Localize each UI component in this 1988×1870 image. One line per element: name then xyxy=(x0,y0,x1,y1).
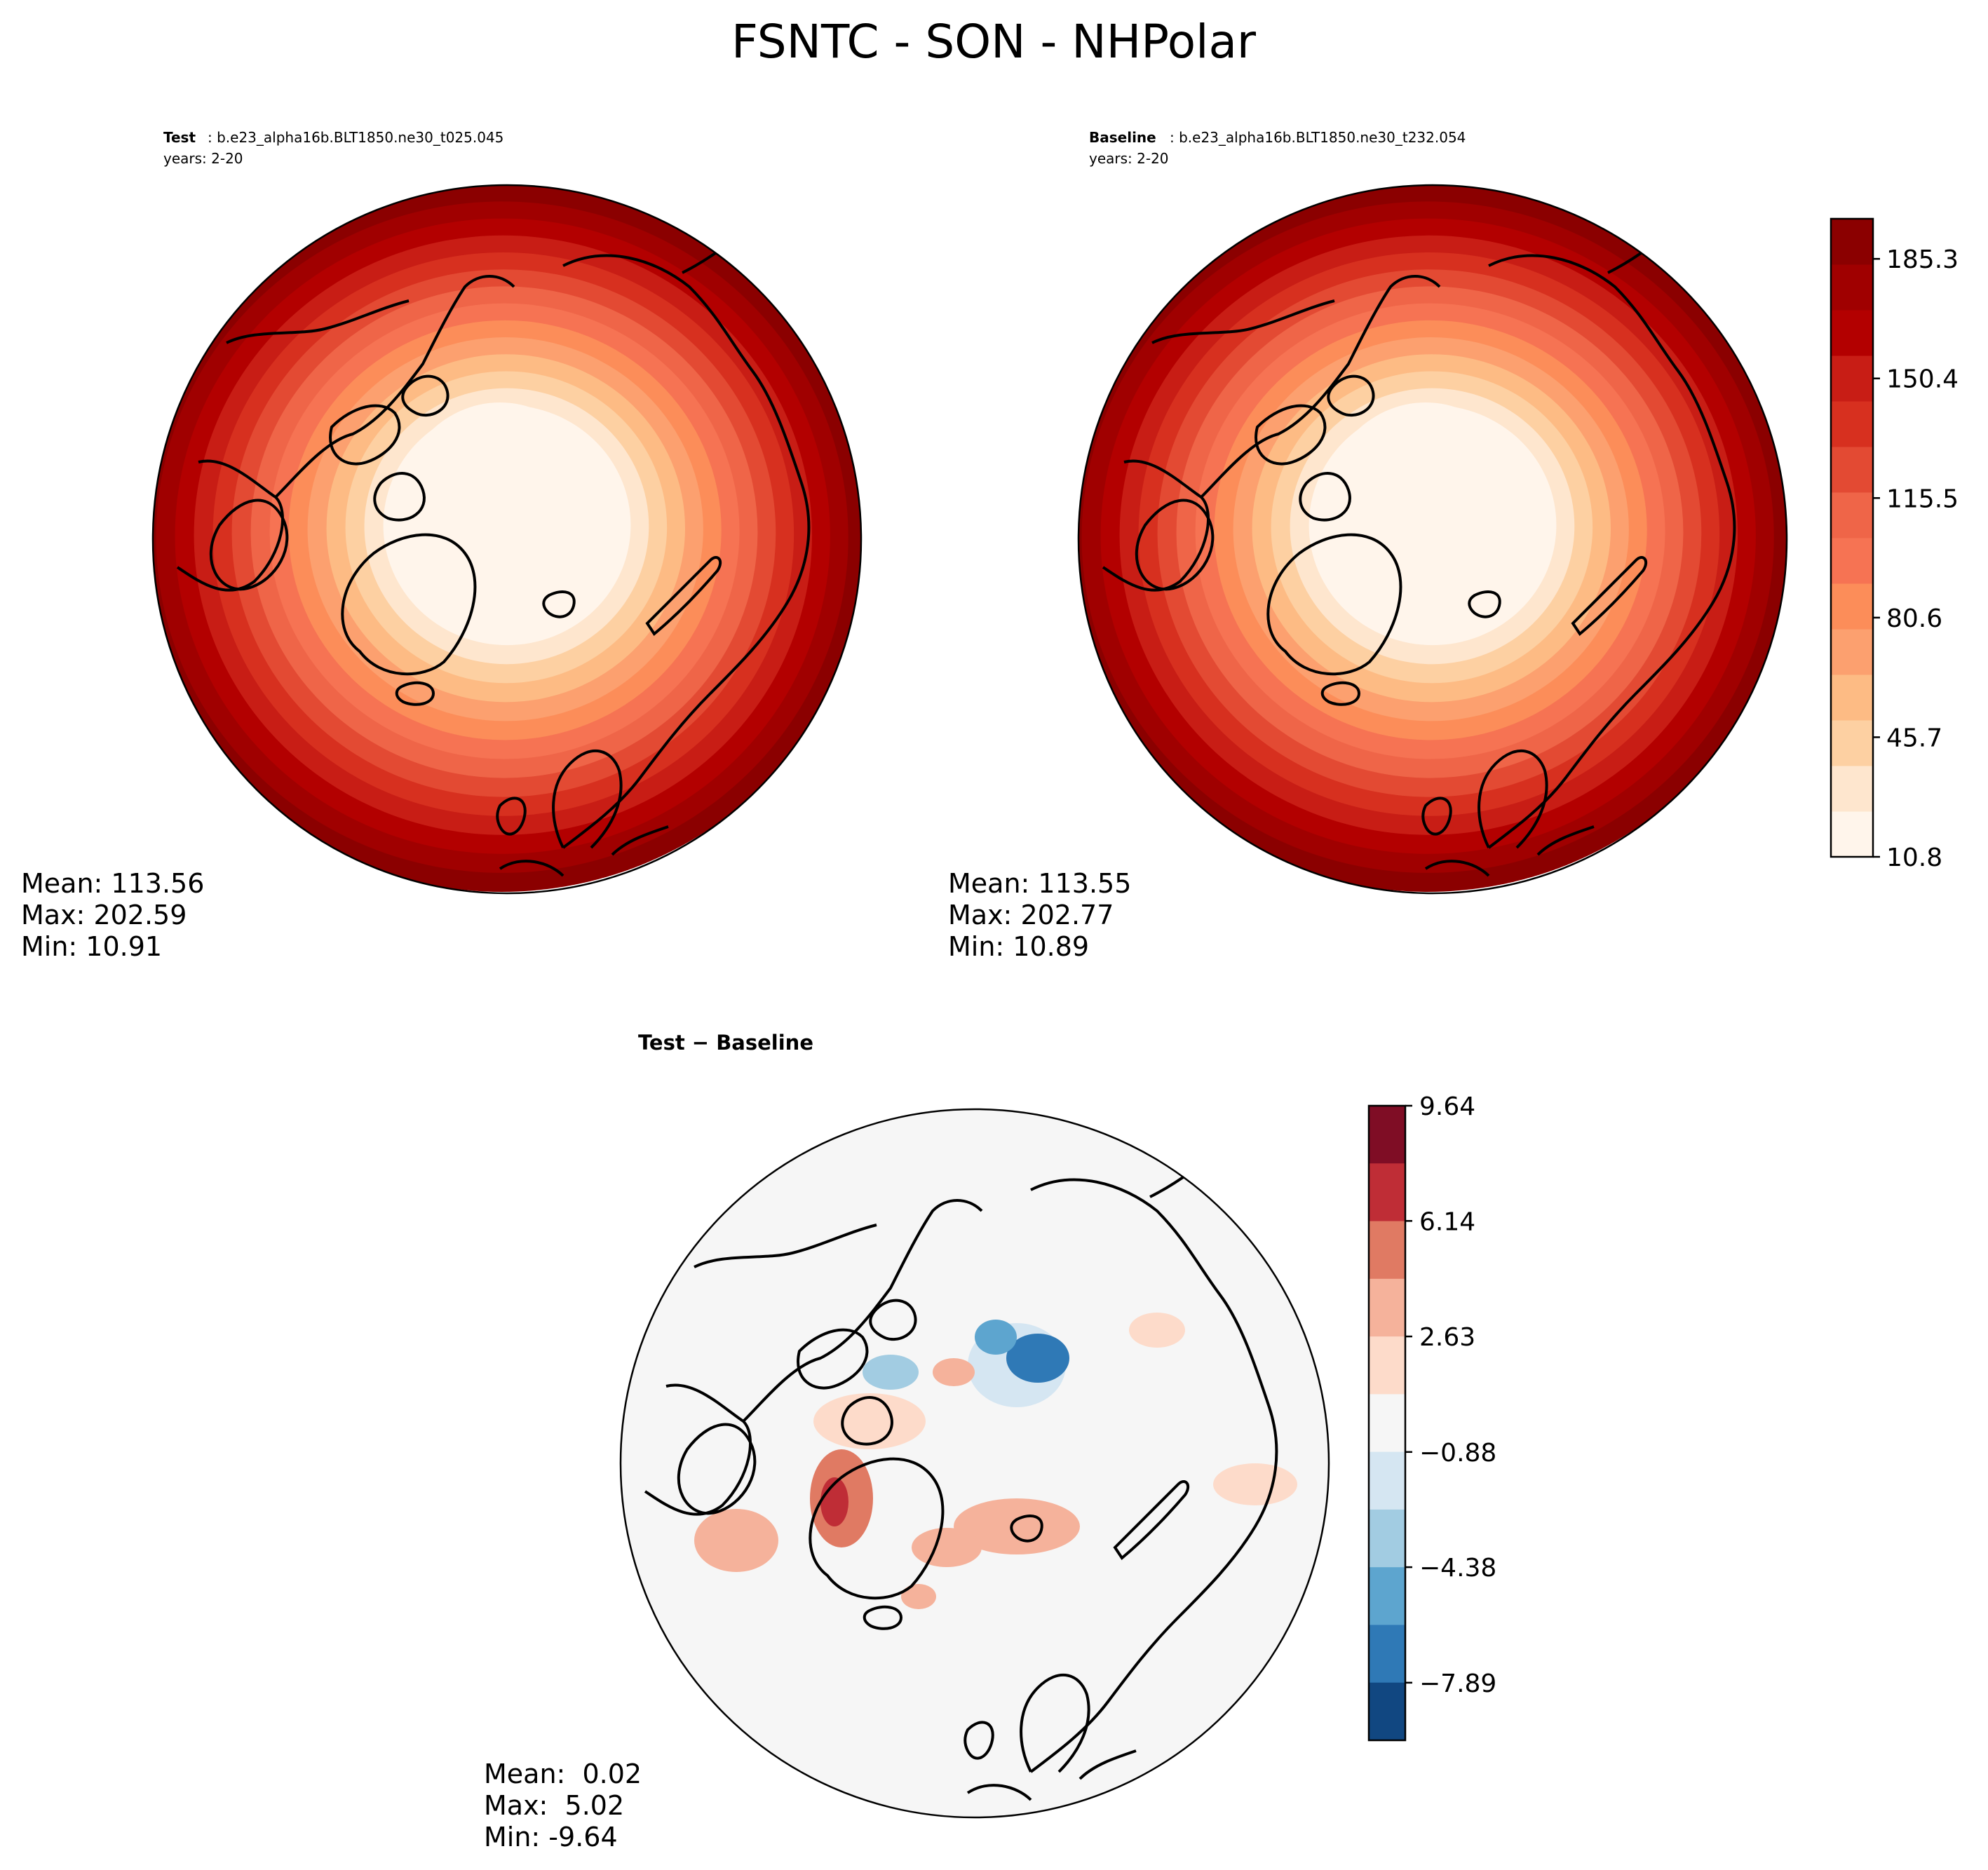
colorbar-segment xyxy=(1831,310,1873,356)
stat-min: Min: 10.89 xyxy=(948,931,1089,962)
colorbar-segment xyxy=(1831,811,1873,858)
colorbar-frame xyxy=(1830,217,1874,858)
colorbar-segment xyxy=(1831,264,1873,311)
anomaly-region xyxy=(863,1355,919,1390)
colorbar-segment xyxy=(1369,1394,1405,1453)
map-boundary xyxy=(151,184,863,895)
panel-test: Test : b.e23_alpha16b.BLT1850.ne30_t025.… xyxy=(21,129,863,962)
colorbar-segment xyxy=(1831,583,1873,630)
stat-max: Max: 5.02 xyxy=(484,1790,624,1821)
stat-min: Min: -9.64 xyxy=(484,1822,618,1852)
colorbar-segment xyxy=(1369,1625,1405,1683)
anomaly-region xyxy=(954,1498,1080,1554)
colorbar-segment xyxy=(1831,720,1873,766)
colorbar-segment xyxy=(1369,1278,1405,1337)
colorbar-tick-label: 80.6 xyxy=(1886,604,1942,633)
colorbar-segment xyxy=(1369,1336,1405,1395)
panel-baseline: Baseline : b.e23_alpha16b.BLT1850.ne30_t… xyxy=(948,129,1788,962)
colorbar-segment xyxy=(1369,1451,1405,1510)
map-boundary xyxy=(1077,184,1788,895)
anomaly-region xyxy=(975,1320,1017,1355)
panel-header-case: : b.e23_alpha16b.BLT1850.ne30_t025.045 xyxy=(208,129,503,146)
colorbar-tick-label: −7.89 xyxy=(1419,1669,1496,1698)
colorbar-tick-label: 115.5 xyxy=(1886,485,1959,513)
panel-header-years: years: 2-20 xyxy=(1089,150,1169,167)
colorbar-diverging: 9.64 6.14 2.63 −0.88 −4.38 −7.89 xyxy=(1367,1092,1496,1742)
panel-header-years: years: 2-20 xyxy=(163,150,243,167)
stat-min: Min: 10.91 xyxy=(21,931,162,962)
contour-band xyxy=(1320,402,1531,634)
colorbar-segment xyxy=(1369,1106,1405,1164)
stat-mean: Mean: 0.02 xyxy=(484,1759,642,1789)
panel-header-case: : b.e23_alpha16b.BLT1850.ne30_t232.054 xyxy=(1170,129,1466,146)
colorbar-sequential: 10.8 45.7 80.6 115.5 150.4 185.3 xyxy=(1830,217,1959,872)
colorbar-segment xyxy=(1831,766,1873,812)
colorbar-segment xyxy=(1831,675,1873,721)
colorbar-segment xyxy=(1369,1221,1405,1280)
stat-mean: Mean: 113.55 xyxy=(948,868,1131,899)
colorbar-segment xyxy=(1369,1509,1405,1568)
colorbar-tick-label: 185.3 xyxy=(1886,245,1959,274)
map-baseline xyxy=(1078,185,1787,892)
colorbar-segment xyxy=(1831,447,1873,493)
stat-max: Max: 202.59 xyxy=(21,900,187,930)
colorbar-segment xyxy=(1831,492,1873,538)
colorbar-tick-label: 45.7 xyxy=(1886,724,1942,752)
colorbar-tick-label: 6.14 xyxy=(1419,1207,1475,1236)
colorbar-segment xyxy=(1369,1163,1405,1222)
anomaly-region xyxy=(933,1358,975,1386)
colorbar-segment xyxy=(1831,355,1873,402)
map-difference xyxy=(621,1109,1329,1817)
map-test xyxy=(153,185,861,892)
colorbar-segment xyxy=(1831,401,1873,447)
anomaly-region xyxy=(1006,1334,1069,1383)
map-boundary xyxy=(619,1108,1330,1819)
anomaly-region xyxy=(1213,1463,1297,1505)
anomaly-region xyxy=(1129,1313,1185,1348)
colorbar-segment xyxy=(1369,1682,1405,1741)
colorbar-segment xyxy=(1831,219,1873,265)
colorbar-tick-label: 150.4 xyxy=(1886,365,1959,394)
panel-header-label: Test − Baseline xyxy=(638,1031,813,1055)
figure-title: FSNTC - SON - NHPolar xyxy=(731,15,1257,69)
anomaly-region xyxy=(813,1393,926,1449)
panel-difference: Test − Baseline Mean: 0.02 Max: 5.02 Min… xyxy=(484,1031,1330,1852)
colorbar-tick-label: 9.64 xyxy=(1419,1092,1475,1121)
colorbar-tick-label: 10.8 xyxy=(1886,843,1942,872)
colorbar-tick-label: −4.38 xyxy=(1419,1554,1496,1583)
stat-max: Max: 202.77 xyxy=(948,900,1114,930)
colorbar-segment xyxy=(1831,629,1873,675)
colorbar-frame xyxy=(1367,1104,1407,1742)
colorbar-tick-label: −0.88 xyxy=(1419,1439,1496,1468)
colorbar-tick-label: 2.63 xyxy=(1419,1323,1475,1352)
panel-header-label: Test xyxy=(163,129,196,146)
colorbar-segment xyxy=(1369,1567,1405,1625)
anomaly-region xyxy=(912,1528,982,1567)
contour-band xyxy=(395,402,605,634)
stat-mean: Mean: 113.56 xyxy=(21,868,204,899)
anomaly-region xyxy=(694,1509,778,1572)
anomaly-region xyxy=(901,1584,936,1609)
panel-header-label: Baseline xyxy=(1089,129,1156,146)
colorbar-segment xyxy=(1831,538,1873,584)
